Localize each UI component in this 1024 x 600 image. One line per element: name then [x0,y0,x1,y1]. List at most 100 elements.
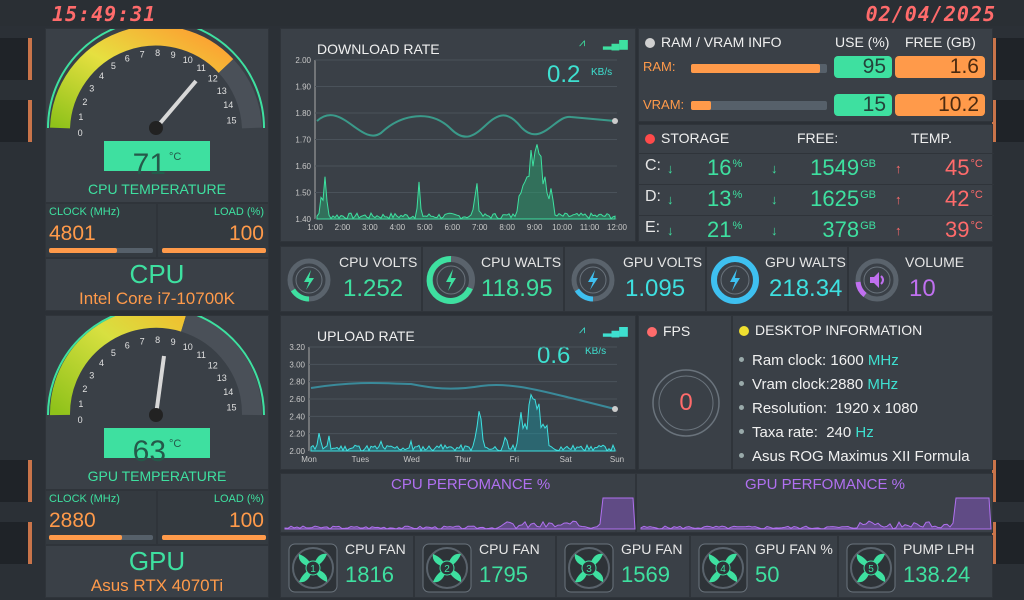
gpu-clock-value: 2880 [49,509,96,532]
gpu-volts-card: GPU VOLTS 1.095 [564,246,706,312]
arrow-up-icon: ↑ [895,161,902,176]
x-tick-label: 1:00 [307,223,323,232]
gauge-tick-label: 14 [223,387,233,397]
svg-text:2: 2 [444,564,450,575]
volume-value[interactable]: 10 [909,275,936,302]
cpu-watts-icon [426,255,475,304]
download-unit: KB/s [591,67,613,78]
x-tick-label: 4:00 [390,223,406,232]
y-tick-label: 2.00 [289,447,305,456]
cpu-gauge-panel: 0 1 2 3 4 5 6 7 8 9 10 11 12 13 14 15 71 °C CPU TEMPERAT… [45,28,269,203]
gpu-volts-value: 1.095 [625,275,686,302]
x-tick-label: Mon [301,455,317,464]
upload-chart: 3.20 3.00 2.80 2.60 2.40 2.20 2.00 Mon Tues Wed T… [289,343,624,464]
gauge-tick-label: 8 [155,335,160,345]
cpu-name-box: CPU Intel Core i7-10700K [45,258,269,311]
cpu-watts-label: CPU WALTS [481,254,562,270]
gauge-tick-label: 13 [217,86,227,96]
drive-name: D: [645,188,661,205]
y-tick-label: 3.00 [289,360,305,369]
fan-card: 1 CPU FAN 1816 [280,535,414,598]
ram-use-value: 95 [834,56,892,78]
drive-temp: 39°C [945,217,983,242]
y-tick-label: 1.70 [295,136,311,145]
gauge-tick-label: 2 [82,384,87,394]
cpu-perf-panel: CPU PERFOMANCE % [280,473,636,533]
gauge-tick-label: 15 [226,402,236,412]
gpu-perf-panel: GPU PERFOMANCE % [636,473,993,533]
y-tick-label: 2.00 [295,56,311,65]
download-chart: 2.00 1.90 1.80 1.70 1.60 1.50 1.40 1:00 2:00 3:0… [295,56,627,232]
side-decoration [0,522,32,564]
drive-row: C: ↓ 16% ↓ 1549GB ↑ 45°C [639,153,994,183]
x-tick-label: Thur [455,455,472,464]
cpu-watts-value: 118.95 [481,275,553,302]
fan-icon: 1 [288,543,338,593]
storage-panel: STORAGE FREE: TEMP. C: ↓ 16% ↓ 1549GB ↑ … [638,124,994,242]
x-tick-label: 6:00 [444,223,460,232]
cpu-clock-bar [49,248,117,253]
y-tick-label: 1.90 [295,83,311,92]
gauge-tick-label: 4 [99,71,104,81]
x-tick-label: 2:00 [335,223,351,232]
gpu-load-box: LOAD (%) 100 [157,490,269,545]
x-tick-label: 3:00 [362,223,378,232]
gpu-watts-label: GPU WALTS [765,254,846,270]
volume-label: VOLUME [905,254,965,270]
gpu-load-bar [162,535,266,540]
fan-icon: 3 [564,543,614,593]
upload-unit: KB/s [585,346,607,357]
side-decoration [996,460,1024,502]
drive-use: 21% [707,217,743,242]
x-tick-label: 10:00 [552,223,573,232]
fan-value: 50 [755,562,780,587]
cpu-clock-value: 4801 [49,222,96,245]
gauge-tick-label: 13 [217,373,227,383]
download-rate-panel: DOWNLOAD RATE ⩘ ▂▄▆ 0.2 KB/s 2.00 1.90 1.8… [280,28,636,242]
gpu-watts-card: GPU WALTS 218.34 [706,246,848,312]
gpu-volts-label: GPU VOLTS [623,254,703,270]
storage-title: STORAGE [661,130,730,146]
refresh-rate-line: Taxa rate: 240 Hz [739,424,874,441]
cpu-volts-label: CPU VOLTS [339,254,418,270]
gauge-tick-label: 12 [208,73,218,83]
y-tick-label: 1.60 [295,162,311,171]
fps-panel: FPS 0 [638,315,732,470]
cpu-load-box: LOAD (%) 100 [157,203,269,258]
bar-chart-icon[interactable]: ▂▄▆ [603,38,628,50]
y-tick-label: 2.40 [289,412,305,421]
gauge-tick-label: 10 [183,55,193,65]
gauge-tick-label: 12 [208,360,218,370]
gauge-tick-label: 4 [99,358,104,368]
gpu-title: GPU [128,546,186,576]
volume-card: VOLUME 10 [848,246,993,312]
line-chart-icon[interactable]: ⩘ [579,37,586,49]
line-chart-icon[interactable]: ⩘ [579,324,586,336]
fan-icon: 4 [698,543,748,593]
drive-name: C: [645,157,661,174]
clock-date: 02/04/2025 [865,2,996,26]
drive-free: 1549GB [810,155,876,180]
cpu-perf-title: CPU PERFOMANCE % [391,476,551,493]
x-tick-label: 11:00 [580,223,600,232]
cpu-watts-card: CPU WALTS 118.95 [422,246,564,312]
gauge-tick-label: 3 [89,370,94,380]
bar-chart-icon[interactable]: ▂▄▆ [603,325,628,337]
resolution-line: Resolution: 1920 x 1080 [739,400,918,417]
cpu-volts-value: 1.252 [343,275,404,302]
x-tick-label: Wed [404,455,420,464]
fan-label: CPU FAN [345,541,406,557]
cpu-volts-card: CPU VOLTS 1.252 [280,246,422,312]
x-tick-label: 7:00 [472,223,488,232]
volume-icon[interactable] [853,256,901,304]
gauge-tick-label: 5 [111,61,116,71]
cpu-load-value: 100 [228,222,264,245]
memory-panel: RAM / VRAM INFO USE (%) FREE (GB) RAM: 9… [638,28,993,122]
y-tick-label: 1.40 [295,215,311,224]
gauge-tick-label: 0 [78,128,83,138]
cpu-temp-label: CPU TEMPERATURE [88,181,226,197]
svg-text:1: 1 [310,564,316,575]
gpu-watts-icon [711,256,759,304]
